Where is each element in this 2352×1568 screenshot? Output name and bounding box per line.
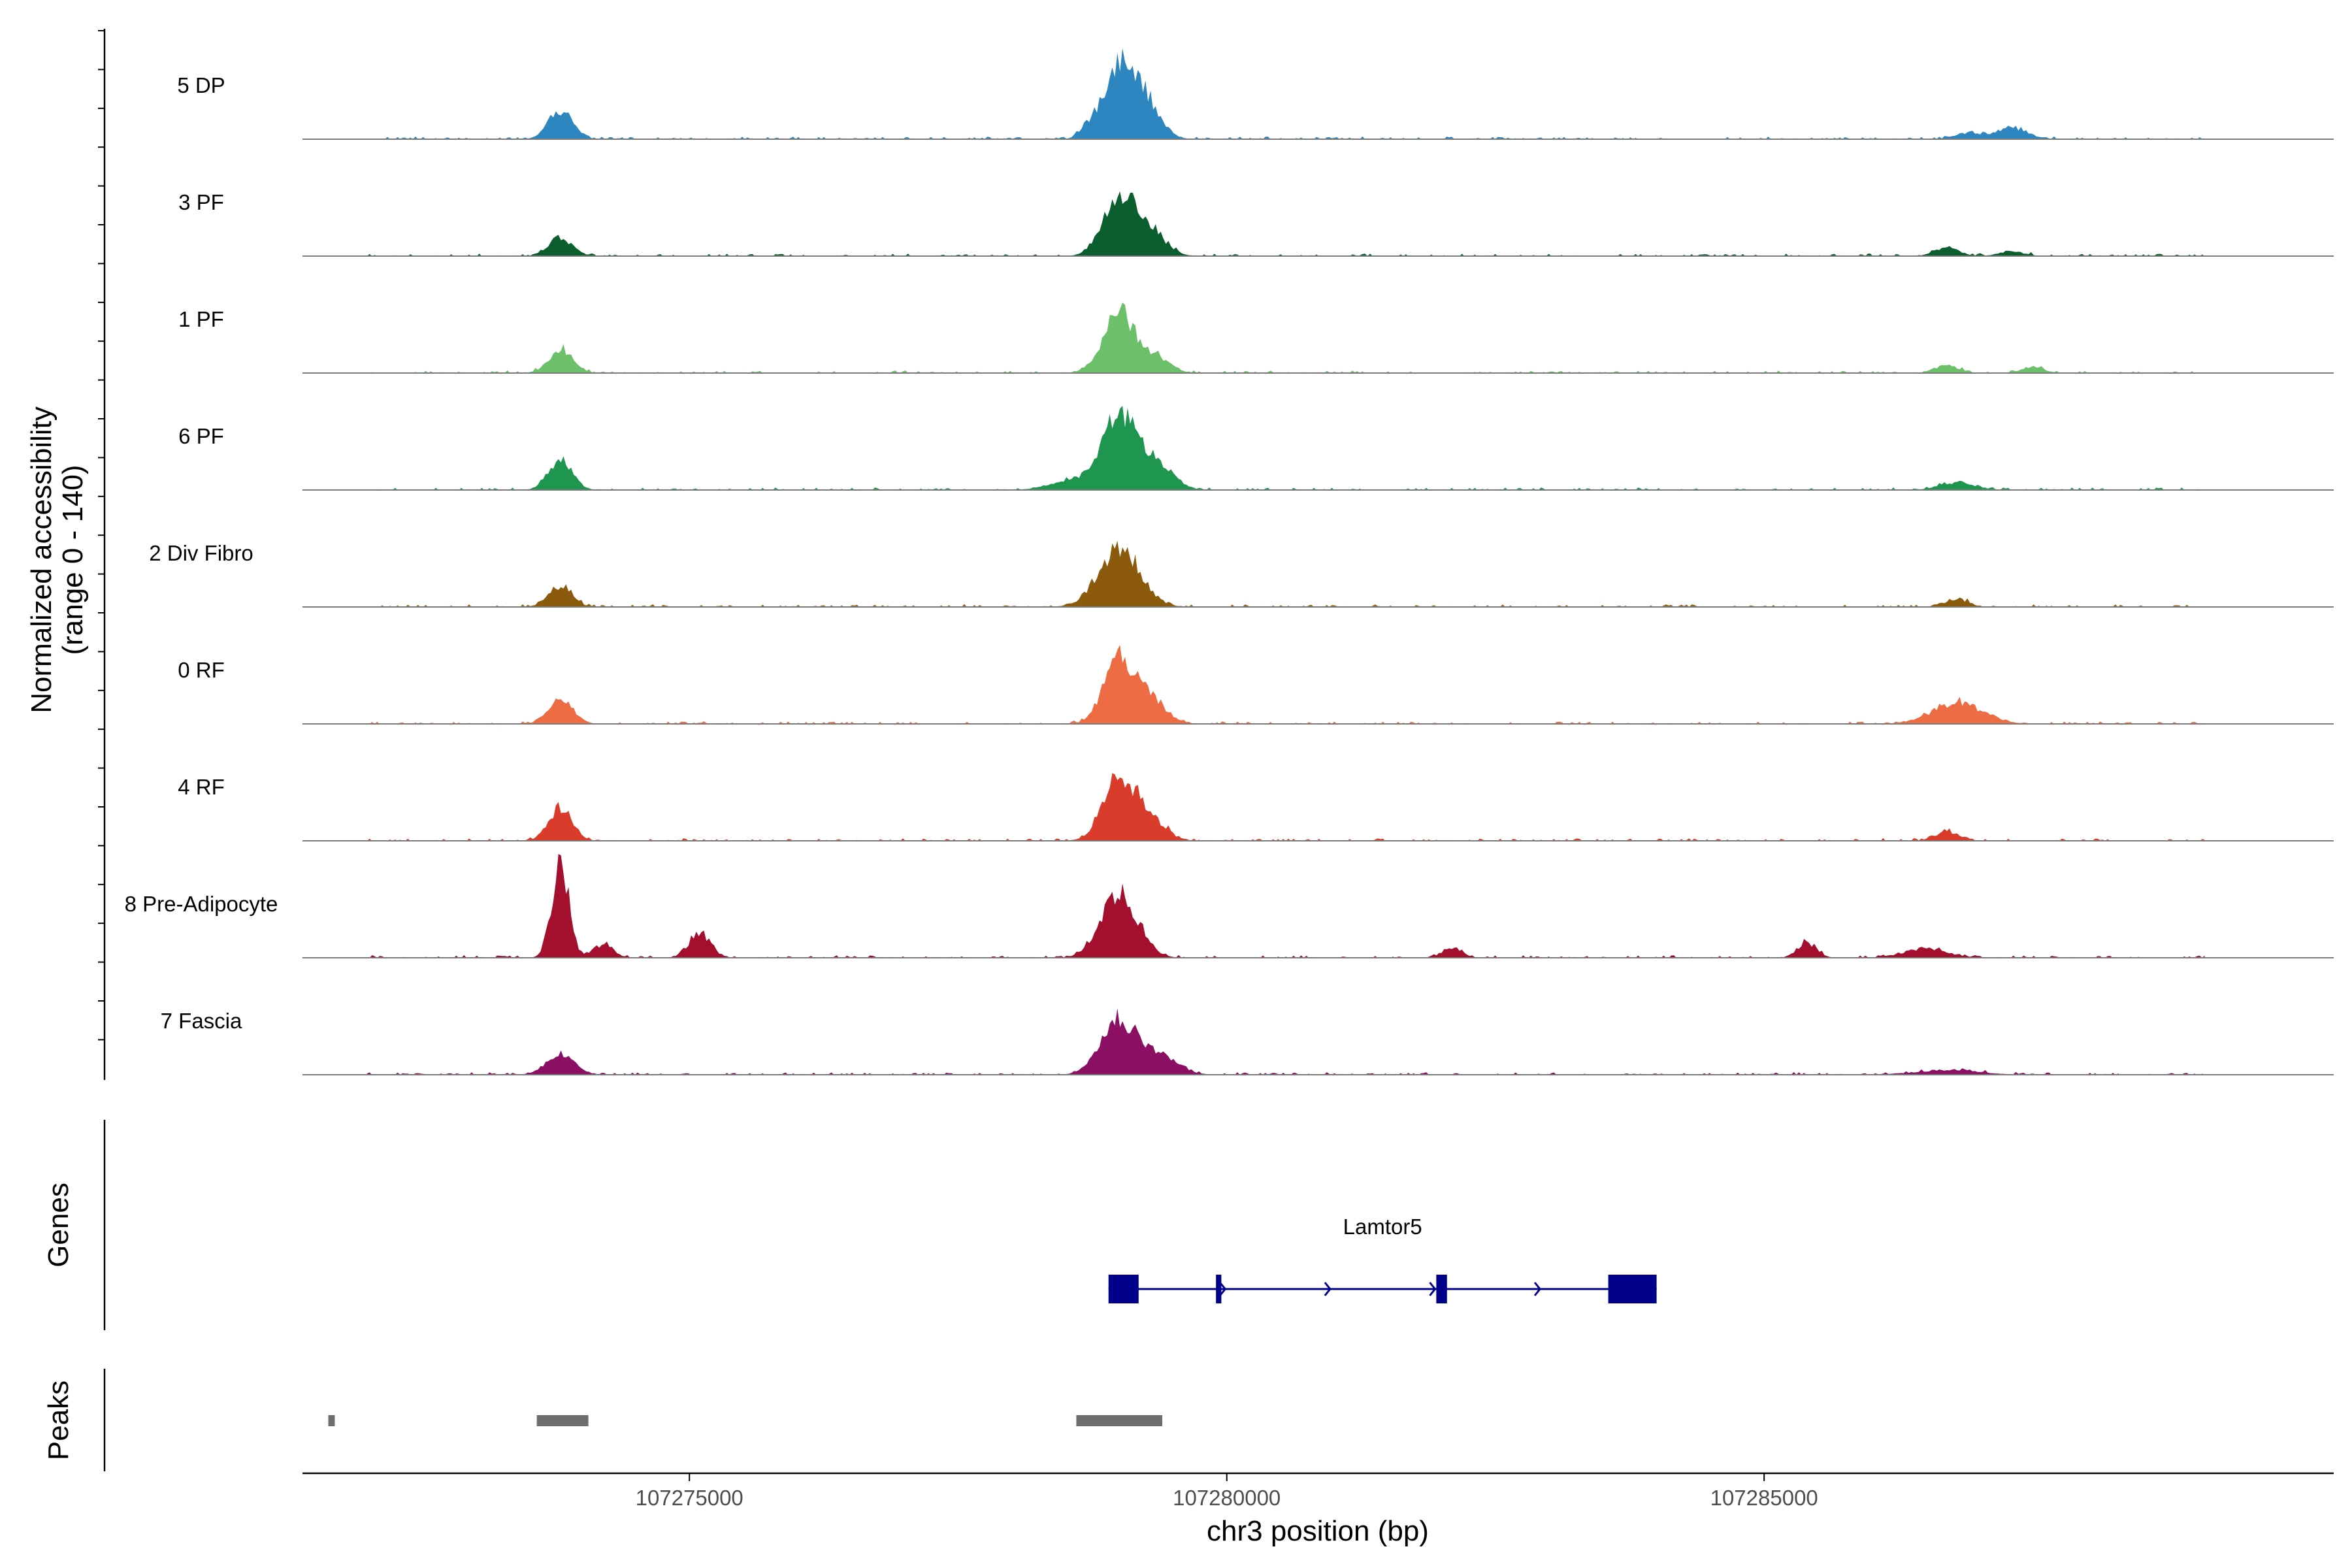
x-tick-label: 107280000 xyxy=(1173,1486,1281,1510)
gene-exon xyxy=(1216,1275,1222,1303)
track-label: 7 Fascia xyxy=(161,1009,242,1033)
track-7-fascia: 7 Fascia xyxy=(161,1008,2334,1075)
coverage-y-ticks xyxy=(98,30,105,1041)
track-label: 3 PF xyxy=(178,190,224,214)
strand-arrow xyxy=(1324,1282,1331,1296)
track-label: 1 PF xyxy=(178,307,224,331)
gene-exon xyxy=(1108,1275,1139,1303)
genes-track-label: Genes xyxy=(42,1183,74,1267)
strand-arrow xyxy=(1429,1282,1437,1296)
coverage-area xyxy=(367,1008,2205,1075)
strand-arrow xyxy=(1533,1282,1542,1296)
x-tick-label: 107285000 xyxy=(1710,1486,1818,1510)
coverage-area xyxy=(367,191,2205,256)
coverage-tracks: 5 DP 3 PF 1 PF 6 PF 2 Div Fibro 0 RF 4 RF 8 Pre… xyxy=(125,48,2334,1075)
track-label: 2 Div Fibro xyxy=(149,541,253,565)
track-label: 0 RF xyxy=(178,658,225,682)
peak-regions xyxy=(328,1415,1162,1426)
gene-exon xyxy=(1436,1275,1447,1303)
gene-exon xyxy=(1608,1275,1657,1303)
track-5-dp: 5 DP xyxy=(177,48,2334,140)
coverage-area xyxy=(367,302,2205,373)
track-2-div-fibro: 2 Div Fibro xyxy=(149,540,2334,608)
coverage-y-label-line2: (range 0 - 140) xyxy=(57,465,89,655)
coverage-area xyxy=(367,854,2205,958)
track-label: 4 RF xyxy=(178,775,225,799)
coverage-area xyxy=(367,48,2205,139)
coverage-area xyxy=(367,406,2205,490)
track-label: 5 DP xyxy=(177,73,225,97)
track-6-pf: 6 PF xyxy=(178,406,2334,491)
peak-region xyxy=(536,1415,589,1426)
gene-lamtor5: Lamtor5 xyxy=(1108,1215,1657,1303)
coverage-y-label-line1: Normalized accessibility xyxy=(25,406,57,713)
x-axis-label: chr3 position (bp) xyxy=(1207,1515,1429,1547)
peak-region xyxy=(328,1415,335,1426)
coverage-area xyxy=(367,773,2205,841)
track-label: 8 Pre-Adipocyte xyxy=(125,892,278,916)
coverage-area xyxy=(367,540,2205,607)
peaks-track-label: Peaks xyxy=(42,1380,74,1460)
track-4-rf: 4 RF xyxy=(178,773,2334,841)
track-0-rf: 0 RF xyxy=(178,645,2334,725)
x-axis-ticks: 107275000 107280000 107285000 xyxy=(636,1473,1818,1510)
gene-models: Lamtor5 xyxy=(1108,1215,1657,1303)
track-label: 6 PF xyxy=(178,424,224,448)
track-1-pf: 1 PF xyxy=(178,302,2334,374)
peak-region xyxy=(1076,1415,1162,1426)
track-3-pf: 3 PF xyxy=(178,190,2334,257)
gene-label: Lamtor5 xyxy=(1343,1215,1422,1239)
x-tick-label: 107275000 xyxy=(636,1486,743,1510)
track-8-pre-adipocyte: 8 Pre-Adipocyte xyxy=(125,854,2334,958)
coverage-area xyxy=(367,645,2205,724)
strand-arrow xyxy=(1219,1282,1227,1296)
